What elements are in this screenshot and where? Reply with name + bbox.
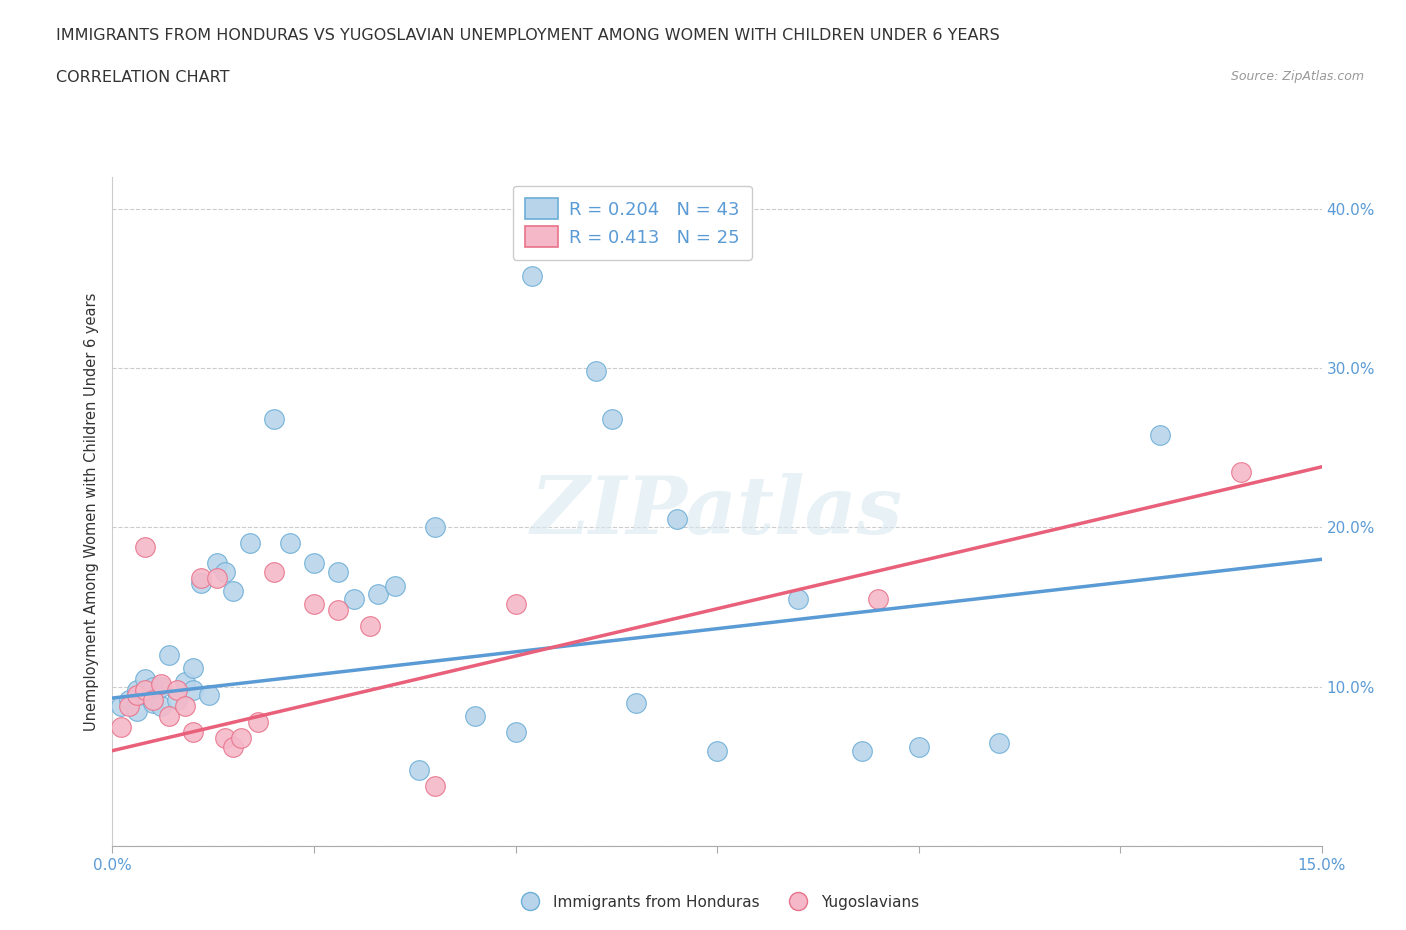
Point: [174, 674, 197, 689]
Point: [868, 591, 890, 606]
Point: [222, 584, 245, 599]
Point: [157, 708, 180, 723]
Legend: Immigrants from Honduras, Yugoslavians: Immigrants from Honduras, Yugoslavians: [509, 888, 925, 916]
Text: Source: ZipAtlas.com: Source: ZipAtlas.com: [1230, 70, 1364, 83]
Point: [134, 683, 156, 698]
Point: [585, 364, 607, 379]
Point: [125, 687, 148, 702]
Point: [423, 520, 446, 535]
Point: [464, 708, 486, 723]
Point: [343, 591, 366, 606]
Point: [520, 268, 543, 283]
Point: [408, 763, 430, 777]
Point: [214, 565, 236, 579]
Point: [328, 603, 350, 618]
Point: [222, 740, 245, 755]
Point: [117, 698, 139, 713]
Point: [142, 680, 165, 695]
Point: [1149, 428, 1171, 443]
Point: [117, 692, 139, 707]
Point: [278, 536, 301, 551]
Point: [207, 555, 229, 570]
Point: [263, 412, 285, 427]
Point: [665, 512, 688, 527]
Point: [174, 698, 197, 713]
Point: [190, 571, 212, 586]
Point: [181, 660, 204, 675]
Point: [706, 743, 728, 758]
Text: ZIPatlas: ZIPatlas: [531, 472, 903, 551]
Point: [198, 687, 221, 702]
Point: [214, 730, 236, 745]
Text: CORRELATION CHART: CORRELATION CHART: [56, 70, 229, 85]
Point: [134, 671, 156, 686]
Point: [302, 555, 325, 570]
Point: [1230, 464, 1253, 479]
Point: [207, 571, 229, 586]
Point: [851, 743, 873, 758]
Point: [505, 724, 527, 739]
Point: [166, 692, 188, 707]
Point: [367, 587, 389, 602]
Point: [626, 696, 648, 711]
Point: [125, 703, 148, 718]
Point: [142, 692, 165, 707]
Point: [110, 719, 132, 734]
Point: [423, 778, 446, 793]
Point: [231, 730, 253, 745]
Point: [359, 618, 381, 633]
Point: [181, 724, 204, 739]
Point: [907, 740, 929, 755]
Point: [988, 736, 1011, 751]
Point: [238, 536, 260, 551]
Point: [142, 696, 165, 711]
Point: [166, 683, 188, 698]
Point: [302, 596, 325, 611]
Point: [263, 565, 285, 579]
Point: [786, 591, 808, 606]
Point: [328, 565, 350, 579]
Point: [181, 683, 204, 698]
Point: [157, 647, 180, 662]
Point: [110, 698, 132, 713]
Point: [134, 687, 156, 702]
Point: [149, 676, 172, 691]
Point: [149, 698, 172, 713]
Y-axis label: Unemployment Among Women with Children Under 6 years: Unemployment Among Women with Children U…: [84, 292, 100, 731]
Point: [600, 412, 623, 427]
Text: IMMIGRANTS FROM HONDURAS VS YUGOSLAVIAN UNEMPLOYMENT AMONG WOMEN WITH CHILDREN U: IMMIGRANTS FROM HONDURAS VS YUGOSLAVIAN …: [56, 28, 1000, 43]
Point: [134, 539, 156, 554]
Point: [505, 596, 527, 611]
Point: [384, 579, 406, 594]
Point: [149, 680, 172, 695]
Point: [125, 683, 148, 698]
Point: [246, 714, 269, 729]
Point: [190, 576, 212, 591]
